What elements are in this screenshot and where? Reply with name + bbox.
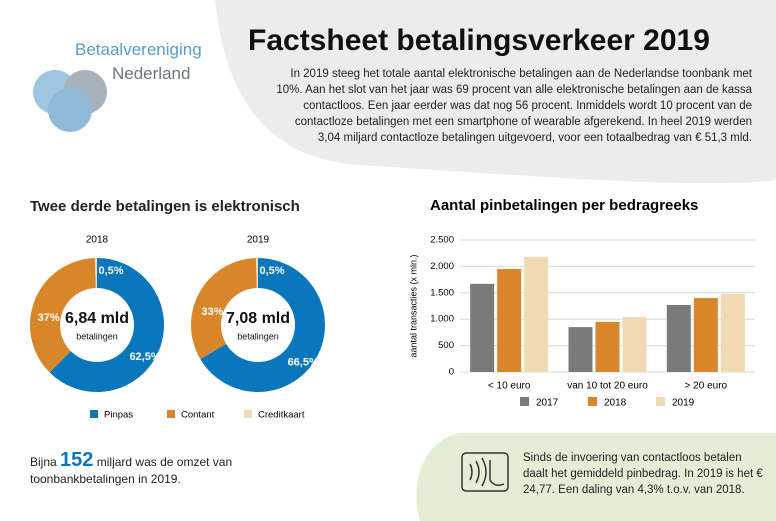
logo-text: Betaalvereniging (75, 40, 202, 59)
x-tick-label: < 10 euro (488, 381, 531, 392)
donut-slice (29, 258, 96, 373)
value-label: 66,5% (288, 357, 319, 369)
text: miljard was de omzet van toonbankbetalin… (30, 455, 233, 486)
donut-slice (49, 258, 164, 393)
contactless-icon (461, 452, 509, 492)
bar (720, 293, 745, 372)
legend-swatch (90, 410, 98, 418)
legend-swatch (520, 397, 529, 406)
x-tick-label: van 10 tot 20 euro (567, 381, 648, 392)
center-value: 7,08 mld (226, 310, 290, 327)
donut-slice (94, 258, 97, 289)
legend-label: Pinpas (104, 410, 133, 421)
bar (595, 321, 620, 372)
value-label: 0,5% (98, 265, 123, 277)
x-tick-label: > 20 euro (685, 381, 728, 392)
bar (568, 327, 593, 372)
bar (497, 269, 522, 372)
value-label: 37% (38, 312, 60, 324)
legend-swatch (244, 410, 252, 418)
bar (470, 283, 495, 372)
text: Bijna (30, 455, 57, 469)
legend-swatch (588, 397, 597, 406)
y-tick-label: 0 (449, 367, 454, 378)
section-title: Twee derde betalingen is elektronisch (30, 198, 300, 215)
donut-slice (255, 258, 258, 289)
value-label: 0,5% (259, 265, 284, 277)
legend-label: 2019 (672, 398, 695, 409)
note-bg (416, 433, 776, 521)
intro: In 2019 steeg het totale aantal elektron… (276, 68, 752, 144)
logo-text: Nederland (112, 64, 191, 83)
legend-label: Creditkaart (258, 410, 305, 421)
donut-title: 2019 (247, 235, 270, 246)
revenue-text: Bijna 152 miljard was de omzet van toonb… (30, 449, 250, 488)
bar (524, 256, 549, 372)
donut-title: 2018 (86, 235, 109, 246)
legend-label: 2017 (536, 398, 559, 409)
legend-swatch (656, 397, 665, 406)
bar (622, 317, 647, 372)
legend-swatch (167, 410, 175, 418)
y-tick-label: 1.000 (430, 314, 454, 325)
y-tick-label: 2.500 (430, 235, 454, 246)
y-tick-label: 1.500 (430, 287, 454, 298)
value-label: 33% (201, 306, 223, 318)
bar (693, 298, 718, 372)
logo (33, 70, 107, 132)
center-label: betalingen (76, 331, 118, 341)
legend-label: 2018 (604, 398, 627, 409)
y-axis-label: aantal transacties (x mln.) (408, 254, 418, 357)
big-number: 152 (60, 449, 94, 471)
legend-label: Contant (181, 410, 215, 421)
y-tick-label: 2.000 (430, 261, 454, 272)
note: Sinds de invoering van contactloos betal… (523, 452, 763, 496)
center-value: 6,84 mld (65, 310, 129, 327)
bar (666, 304, 691, 372)
chart-title: Aantal pinbetalingen per bedragreeks (430, 197, 698, 214)
y-tick-label: 500 (438, 340, 454, 351)
value-label: 62,5% (129, 351, 160, 363)
donut-slice (200, 258, 325, 392)
header-bg (215, 0, 776, 184)
title: Factsheet betalingsverkeer 2019 (248, 24, 710, 57)
center-label: betalingen (237, 331, 279, 341)
donut-slice (191, 258, 257, 360)
